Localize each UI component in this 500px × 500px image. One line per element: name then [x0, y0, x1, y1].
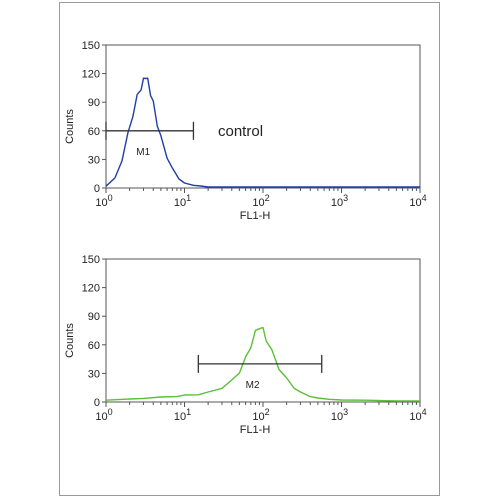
y-tick-label: 30 [88, 154, 100, 166]
x-tick-label: 100 [95, 193, 112, 209]
y-tick-label: 90 [88, 97, 100, 109]
histogram-panel-control: 0 30 60 90 120 150 100 101 102 103 104 FL1-H Counts M… [64, 40, 427, 222]
y-tick-label: 0 [94, 183, 100, 195]
annotation-label: control [218, 123, 263, 140]
x-tick-label: 103 [331, 407, 348, 423]
y-tick-label: 150 [82, 254, 100, 266]
x-tick-label: 104 [409, 407, 426, 423]
y-tick-label: 120 [82, 69, 100, 81]
x-tick-label: 102 [252, 193, 269, 209]
y-tick-label: 120 [82, 283, 100, 295]
x-tick-label: 104 [409, 193, 426, 209]
gate-label: M2 [246, 380, 260, 391]
y-tick-label: 0 [94, 397, 100, 409]
y-tick-label: 60 [88, 126, 100, 138]
plot-area [105, 44, 421, 189]
x-tick-label: 100 [95, 407, 112, 423]
x-tick-label: 101 [174, 407, 191, 423]
histogram-panel-sample: 0 30 60 90 120 150 100 101 102 103 104 FL1-H Counts M… [64, 254, 427, 436]
y-tick-label: 150 [82, 40, 100, 52]
figure-frame [59, 2, 440, 496]
x-axis-label: FL1-H [240, 210, 271, 222]
y-axis-label: Counts [64, 323, 76, 358]
y-tick-label: 60 [88, 340, 100, 352]
y-tick-label: 30 [88, 368, 100, 380]
x-tick-label: 101 [174, 193, 191, 209]
x-tick-label: 102 [252, 407, 269, 423]
y-axis-label: Counts [64, 109, 76, 144]
x-axis-label: FL1-H [240, 424, 271, 436]
y-tick-label: 90 [88, 311, 100, 323]
gate-label: M1 [136, 147, 150, 158]
histogram-line [105, 326, 420, 402]
x-tick-label: 103 [331, 193, 348, 209]
histogram-line [105, 77, 420, 188]
